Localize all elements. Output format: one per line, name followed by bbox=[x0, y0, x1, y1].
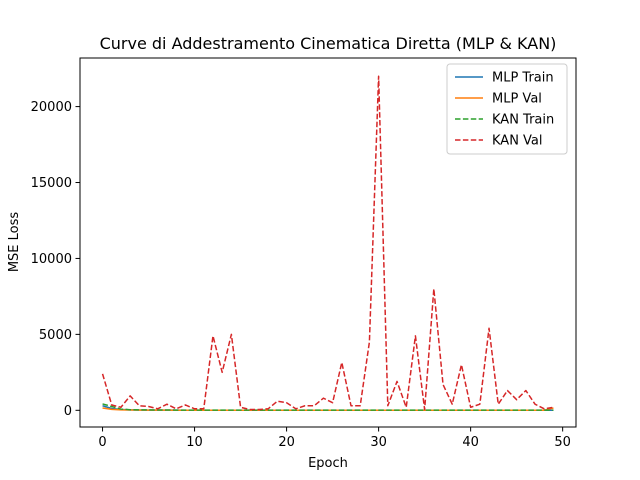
legend-box bbox=[446, 63, 568, 155]
y-tick-label: 15000 bbox=[31, 176, 72, 191]
x-tick-label: 50 bbox=[554, 435, 571, 450]
x-tick-label: 0 bbox=[98, 435, 106, 450]
legend-label-kan-val: KAN Val bbox=[492, 134, 543, 149]
y-tick-label: 20000 bbox=[31, 100, 72, 115]
legend-label-mlp-train: MLP Train bbox=[492, 71, 554, 86]
y-axis-label: MSE Loss bbox=[7, 212, 22, 273]
series-line-kan-val bbox=[101, 75, 554, 411]
x-axis-label: Epoch bbox=[308, 456, 348, 471]
series-line-kan-train bbox=[102, 403, 554, 411]
x-tick-label: 10 bbox=[186, 435, 203, 450]
x-tick-label: 30 bbox=[370, 435, 387, 450]
legend-label-mlp-val: MLP Val bbox=[492, 92, 542, 107]
y-tick-label: 0 bbox=[64, 404, 72, 419]
axes-frame bbox=[79, 57, 577, 428]
y-tick-label: 5000 bbox=[39, 328, 72, 343]
x-tick-label: 40 bbox=[462, 435, 479, 450]
x-tick-label: 20 bbox=[278, 435, 295, 450]
series-layer bbox=[101, 75, 554, 411]
axes-layer: 0 10 20 30 40 50 0 5000 10000 15000 20000 bbox=[31, 57, 577, 450]
chart-title: Curve di Addestramento Cinematica Dirett… bbox=[100, 34, 557, 53]
y-tick-label: 10000 bbox=[31, 252, 72, 267]
legend: MLP Train MLP Val KAN Train KAN Val bbox=[446, 63, 568, 155]
legend-label-kan-train: KAN Train bbox=[492, 113, 554, 128]
